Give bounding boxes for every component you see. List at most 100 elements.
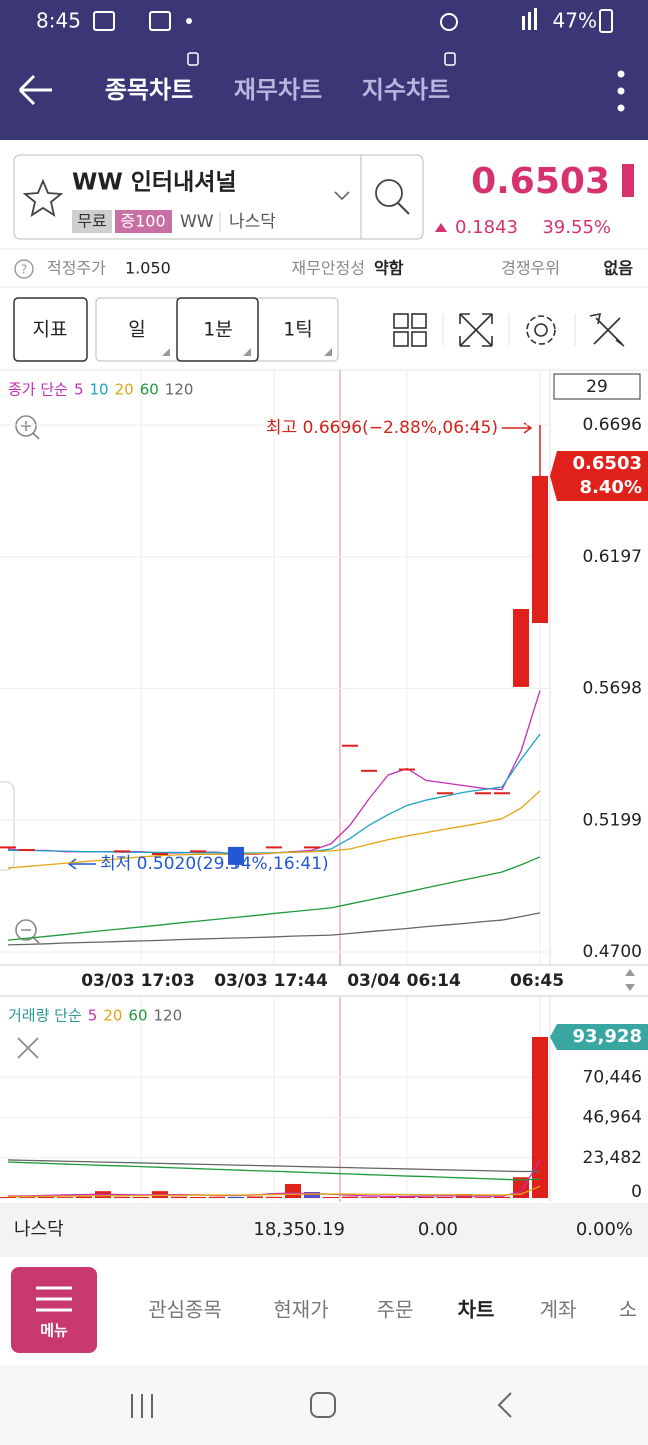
search-button[interactable] <box>375 179 410 215</box>
nav-tab[interactable]: 소 <box>619 1298 637 1322</box>
side-handle[interactable] <box>0 781 15 871</box>
charts: 0.4700 0.5199 0.5698 0.6197 0.6696 03/03 17:0… <box>0 370 648 1202</box>
svg-text:?: ? <box>21 263 27 277</box>
candle-body <box>0 846 16 849</box>
menu-icon <box>36 1286 72 1312</box>
indicator-button[interactable] <box>13 297 88 362</box>
axis-toggle[interactable] <box>625 969 635 991</box>
stock-market: 나스닥 <box>229 212 276 232</box>
legend-entry: 120 <box>154 1007 183 1025</box>
tab[interactable]: 재무차트 <box>234 76 322 104</box>
legend-entry: 60 <box>140 381 159 399</box>
period-button[interactable]: 1분 <box>203 319 233 341</box>
nav-tab[interactable]: 현재가 <box>273 1298 328 1322</box>
index-value: 18,350.19 <box>253 1219 345 1240</box>
info-label: 재무안정성 <box>291 259 365 278</box>
volume-bar <box>285 1183 301 1198</box>
candle-body <box>152 852 168 855</box>
layout-button[interactable] <box>393 313 427 347</box>
volume-bar <box>361 1197 377 1198</box>
candle-body <box>399 768 415 771</box>
y-tick-label: 23,482 <box>583 1148 642 1168</box>
candle-count: 29 <box>586 377 608 397</box>
volume-bar <box>304 1192 320 1198</box>
index-name: 나스닥 <box>14 1219 64 1240</box>
help-icon[interactable]: ? <box>14 259 34 279</box>
volume-bar <box>190 1196 206 1198</box>
candle-body <box>266 846 282 849</box>
volume-tag <box>550 1024 648 1050</box>
ma-line <box>7 912 541 946</box>
tools-button[interactable] <box>589 312 625 347</box>
ma-line <box>7 790 541 869</box>
legend-entry: 120 <box>165 381 194 399</box>
up-arrow <box>435 223 447 232</box>
legend-entry: 5 <box>88 1007 98 1025</box>
price-change: 0.1843 <box>455 217 518 238</box>
volume-bar <box>532 1037 548 1198</box>
legend-entry: 5 <box>74 381 84 399</box>
info-value: 약함 <box>374 259 404 278</box>
volume-bar <box>171 1196 187 1198</box>
ma-line <box>7 1159 541 1173</box>
price-change-rate: 39.55% <box>542 217 611 238</box>
volume-bar <box>380 1196 396 1198</box>
legend-entry: 10 <box>90 381 109 399</box>
tab[interactable]: 지수차트 <box>362 76 450 104</box>
nav-tab-active[interactable]: 차트 <box>458 1298 495 1322</box>
home-button[interactable] <box>310 1392 336 1418</box>
nav-tab[interactable]: 계좌 <box>540 1298 577 1322</box>
nav-tab[interactable]: 관심종목 <box>148 1298 222 1322</box>
menu-label: 메뉴 <box>40 1322 68 1340</box>
ma-line <box>8 1185 541 1198</box>
annotation-arrow <box>67 858 96 870</box>
dropdown-icon[interactable] <box>334 191 350 201</box>
tab-active[interactable]: 종목차트 <box>105 76 193 104</box>
annotation: 최고 0.6696(−2.88%,06:45) <box>266 418 498 438</box>
y-tick-label: 0.5698 <box>583 679 642 699</box>
nav-tab[interactable]: 주문 <box>377 1298 414 1322</box>
count-box <box>553 373 641 400</box>
y-tick-label: 46,964 <box>583 1108 642 1128</box>
volume-bar <box>247 1196 263 1198</box>
dropdown-corners <box>162 348 332 356</box>
volume-bar <box>0 1196 16 1198</box>
volume-bar <box>494 1196 510 1198</box>
back-nav-button[interactable] <box>497 1392 512 1418</box>
candle-body <box>342 744 358 747</box>
zoom-in[interactable] <box>15 415 40 440</box>
status-battery: 47% <box>553 9 597 33</box>
period-selected[interactable] <box>176 297 259 362</box>
back-button[interactable] <box>18 74 52 106</box>
favorite-star[interactable] <box>22 178 64 217</box>
price-tag-change: 8.40% <box>580 477 642 498</box>
y-tick-label: 0 <box>631 1182 642 1202</box>
price-tag <box>550 450 648 501</box>
price-bar <box>622 164 634 197</box>
tag-bg <box>72 210 112 233</box>
candle-body <box>532 475 548 624</box>
period-button[interactable]: 1틱 <box>283 319 313 341</box>
info-label: 적정주가 <box>47 259 106 278</box>
legend-entry: 20 <box>103 1007 122 1025</box>
volume-bar <box>19 1197 35 1198</box>
y-tick-label: 0.6696 <box>583 415 642 435</box>
app-header <box>0 0 648 140</box>
close-volume[interactable] <box>17 1037 39 1059</box>
volume-bar <box>133 1196 149 1198</box>
volume-bar <box>266 1196 282 1198</box>
fullscreen-button[interactable] <box>459 313 493 347</box>
tag: 무료 <box>77 212 106 231</box>
candle-body <box>361 769 377 772</box>
x-tick-label: 03/03 17:44 <box>214 971 328 991</box>
ma-line <box>7 856 541 941</box>
recents-button[interactable] <box>131 1394 153 1418</box>
candle-body <box>19 849 35 852</box>
volume-bar <box>114 1196 130 1198</box>
index-rate: 0.00% <box>576 1219 633 1240</box>
period-button[interactable]: 일 <box>128 319 145 341</box>
volume-bar <box>209 1196 225 1198</box>
settings-button[interactable] <box>526 315 556 345</box>
price-tag-value: 0.6503 <box>573 453 642 474</box>
more-button[interactable] <box>617 70 625 112</box>
